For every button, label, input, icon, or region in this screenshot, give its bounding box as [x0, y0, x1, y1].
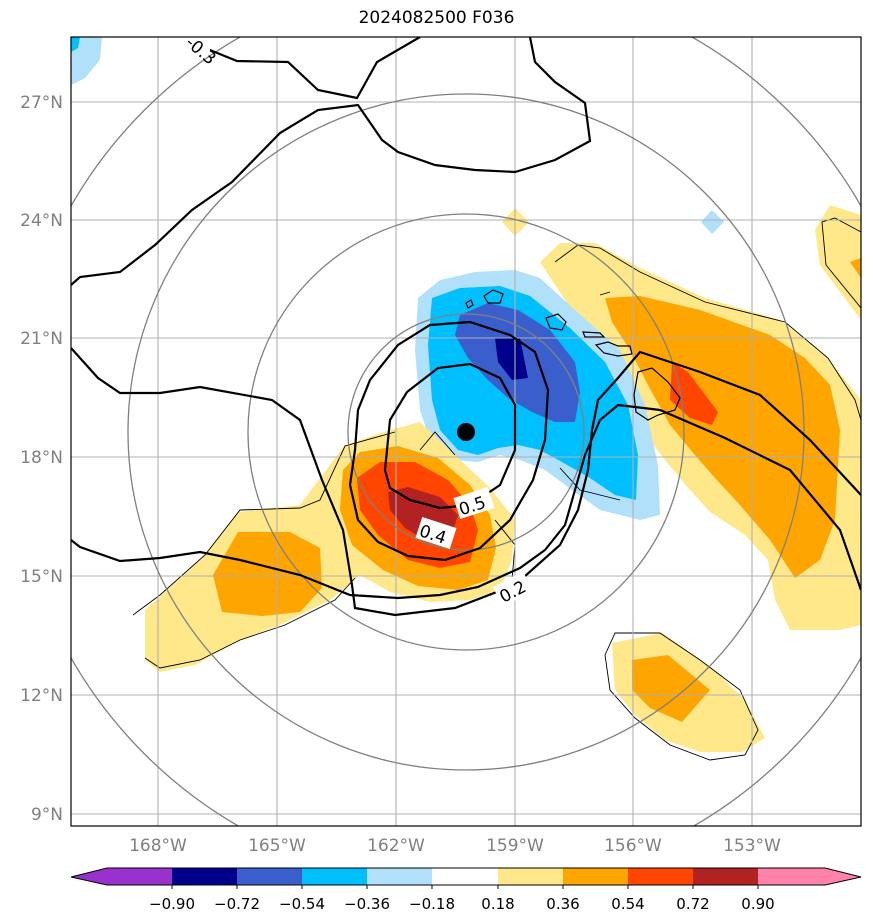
fill-pos-018-right	[815, 205, 861, 320]
range-ring-3	[127, 93, 805, 771]
outline-east-2	[599, 291, 611, 296]
outline-right	[821, 217, 861, 309]
island-kauai	[483, 289, 504, 304]
contour-label-layer: -0.3 0.5 0.4 0.2	[170, 33, 534, 608]
lat-label-18n: 18°N	[20, 448, 63, 468]
longitude-labels: 168°W 165°W 162°W 159°W 156°W 153°W	[129, 836, 781, 856]
fill-pos-036-sw	[213, 532, 322, 616]
colorbar-tick-label: 0.72	[676, 895, 709, 913]
colorbar-segment-1	[107, 868, 173, 885]
colorbar-segment-5	[367, 868, 433, 885]
fill-pos-036-south	[632, 655, 710, 722]
colorbar-segment-8	[563, 868, 629, 885]
colorbar-tick-label: 0.90	[741, 895, 774, 913]
island-maui	[594, 341, 633, 357]
colorbar-segment-9	[628, 868, 694, 885]
contour-inner-outer	[348, 320, 550, 562]
range-ring-1	[347, 313, 585, 551]
outline-sw-2	[144, 577, 356, 669]
coastline-layer	[465, 289, 681, 421]
lon-label-168w: 168°W	[129, 836, 187, 856]
colorbar-tick-label: −0.18	[409, 895, 455, 913]
lon-label-159w: 159°W	[486, 836, 544, 856]
latitude-labels: 27°N 24°N 21°N 18°N 15°N 12°N 9°N	[20, 93, 63, 825]
contour-lines	[71, 37, 861, 617]
outline-sw	[132, 431, 396, 616]
contour-mid-west	[71, 347, 861, 617]
fill-neg-036	[71, 37, 80, 52]
colorbar-tick-label: −0.36	[344, 895, 390, 913]
colorbar-outline	[70, 867, 862, 886]
contour-top	[184, 37, 421, 100]
colorbar-tick-label: 0.18	[481, 895, 514, 913]
lat-label-15n: 15°N	[20, 567, 63, 587]
colorbar-segment-2	[172, 868, 238, 885]
colorbar-tick-labels: −0.90 −0.72 −0.54 −0.36 −0.18 0.18 0.36 …	[149, 895, 775, 913]
lat-label-27n: 27°N	[20, 93, 63, 113]
fill-pos-036-right	[850, 258, 861, 278]
colorbar-tick-label: −0.90	[149, 895, 195, 913]
contour-inner-mid	[383, 362, 517, 510]
colorbar	[70, 867, 862, 886]
colorbar-segment-11	[758, 868, 825, 885]
lon-label-153w: 153°W	[723, 836, 781, 856]
plot-frame	[70, 36, 862, 827]
colorbar-tick-label: 0.54	[611, 895, 644, 913]
map-title: 2024082500 F036	[358, 8, 515, 28]
colorbar-extend-low	[71, 868, 107, 885]
island-niihau	[465, 299, 474, 309]
range-ring-2	[247, 213, 685, 651]
colorbar-segment-3	[237, 868, 303, 885]
fill-neg-018	[71, 37, 102, 85]
fill-pos-054-east	[670, 362, 718, 425]
island-oahu	[545, 313, 567, 331]
lat-label-12n: 12°N	[20, 686, 63, 706]
fill-neg-072-center	[495, 338, 528, 380]
colorbar-extend-high	[825, 868, 861, 885]
anomaly-fill-layer	[71, 37, 861, 752]
contour-upper	[71, 37, 592, 286]
colorbar-segment-6	[432, 868, 499, 885]
colorbar-tick-label: −0.54	[279, 895, 325, 913]
storm-center-marker	[457, 423, 475, 441]
range-rings	[71, 37, 861, 826]
colorbar-segment-4	[302, 868, 368, 885]
colorbar-ticks	[171, 885, 759, 889]
colorbar-tick-label: −0.72	[214, 895, 260, 913]
outline-center-w	[419, 431, 456, 456]
lat-label-21n: 21°N	[20, 329, 63, 349]
colorbar-segment-10	[693, 868, 759, 885]
outline-east	[554, 244, 861, 421]
lon-label-162w: 162°W	[367, 836, 425, 856]
lon-label-156w: 156°W	[604, 836, 662, 856]
colorbar-segment-7	[498, 868, 564, 885]
colorbar-tick-label: 0.36	[546, 895, 579, 913]
lon-label-165w: 165°W	[248, 836, 306, 856]
lat-label-9n: 9°N	[31, 805, 63, 825]
fill-neg-018-small	[701, 210, 724, 234]
contour-low-west	[71, 403, 861, 600]
lat-label-24n: 24°N	[20, 211, 63, 231]
outline-center-e	[559, 467, 621, 501]
island-molokai	[582, 331, 606, 338]
